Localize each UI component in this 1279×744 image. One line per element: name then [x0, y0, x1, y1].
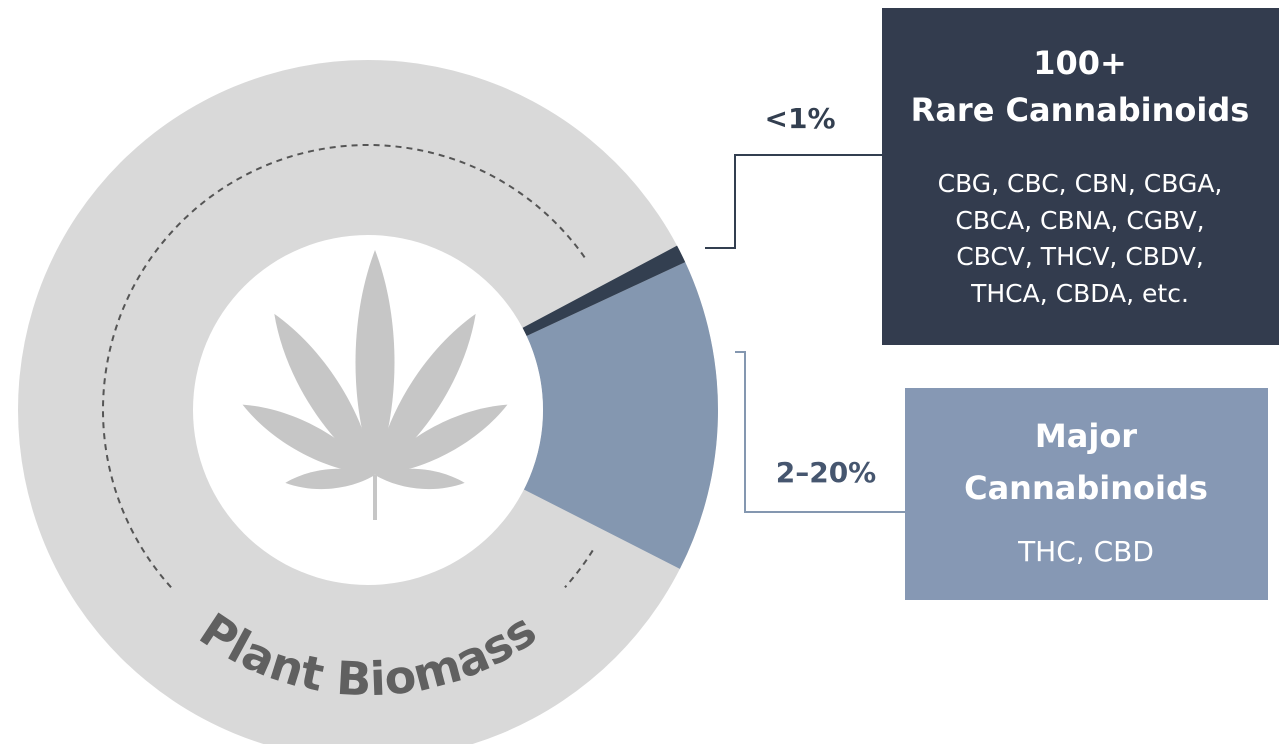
leaf-icon [242, 250, 508, 520]
rare-segment [522, 245, 686, 337]
rare-list-line: CBCA, CBNA, CGBV, [955, 206, 1204, 235]
major-connector [735, 351, 905, 513]
rare-percent: <1% [765, 102, 836, 135]
leaflet [375, 313, 476, 475]
leaflet [375, 404, 508, 475]
rare-box [882, 8, 1279, 345]
major-percent: 2–20% [776, 456, 877, 489]
dashed-arc [564, 549, 594, 588]
leaflet [355, 250, 395, 475]
dashed-arc [102, 144, 586, 588]
leaflet [375, 468, 465, 490]
leaflet [242, 404, 375, 475]
leaflet [285, 468, 375, 490]
rare-subtitle: Rare Cannabinoids [911, 91, 1250, 129]
major-segment [523, 262, 718, 569]
rare-list-line: CBCV, THCV, CBDV, [956, 242, 1204, 271]
major-title: Major [1035, 417, 1137, 455]
leaf-stem [373, 475, 377, 520]
rare-title: 100+ [1033, 44, 1127, 82]
rare-list-line: CBG, CBC, CBN, CBGA, [938, 169, 1223, 198]
rare-list-line: THCA, CBDA, etc. [970, 279, 1189, 308]
rare-connector [705, 154, 883, 249]
major-box [905, 388, 1268, 600]
major-subtitle: Cannabinoids [964, 469, 1208, 507]
major-list-line: THC, CBD [1017, 535, 1154, 568]
leaflet [274, 313, 375, 475]
